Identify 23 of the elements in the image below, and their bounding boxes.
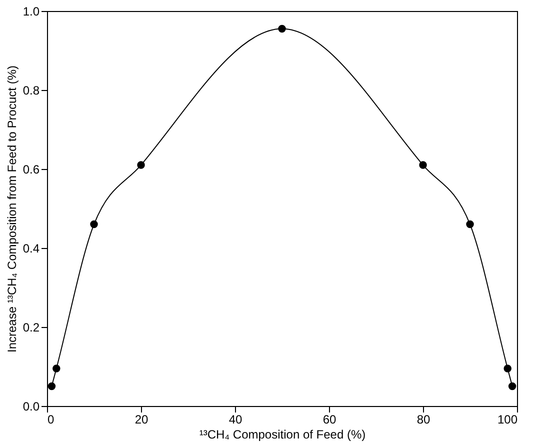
point <box>48 382 56 390</box>
point <box>419 161 427 169</box>
x-tick-label: 100 <box>497 412 518 426</box>
point <box>504 364 512 372</box>
x-tick-label: 20 <box>134 412 148 426</box>
point <box>52 364 60 372</box>
x-tick-label: 60 <box>322 412 336 426</box>
y-tick-label: 0.2 <box>22 320 40 334</box>
y-tick-label: 0.4 <box>22 242 40 256</box>
y-tick-label: 0.0 <box>22 400 40 414</box>
y-tick-label: 0.8 <box>22 84 40 98</box>
point <box>466 220 474 228</box>
x-tick-label: 40 <box>228 412 242 426</box>
y-axis-title: Increase ¹³CH₄ Composition from Feed to Procuct (%) <box>4 66 19 352</box>
x-tick-label: 80 <box>416 412 430 426</box>
y-tick-label: 1.0 <box>22 4 40 18</box>
x-tick-label: 0 <box>48 412 54 426</box>
point <box>508 382 516 390</box>
x-axis-title: ¹³CH₄ Composition of Feed (%) <box>199 428 366 442</box>
point <box>278 24 286 33</box>
point <box>90 220 98 228</box>
point <box>137 161 145 169</box>
y-tick-label: 0.6 <box>22 162 40 176</box>
